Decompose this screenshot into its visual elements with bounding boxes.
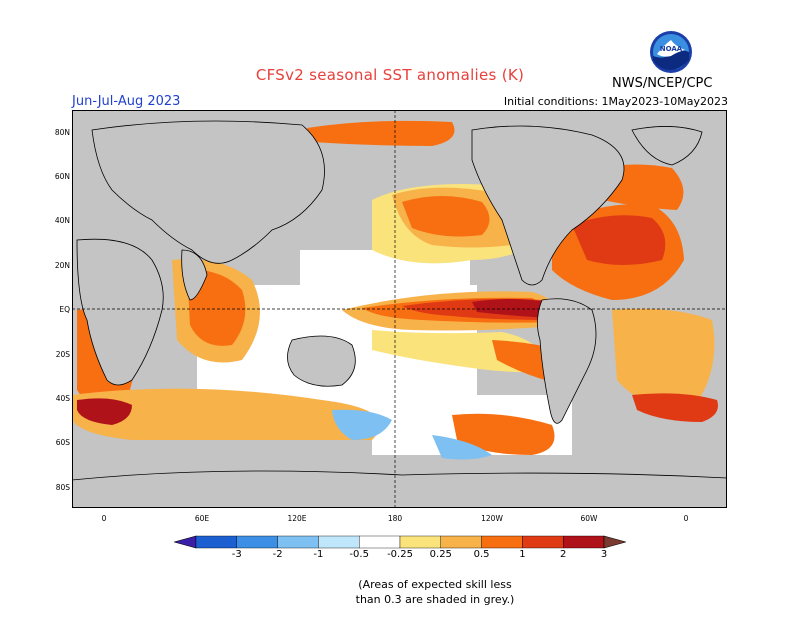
colorbar-tick-label: 3 (600, 549, 608, 560)
ocean-anomaly-fields (72, 120, 718, 460)
colorbar-segment (399, 535, 441, 549)
map-gridlines (72, 110, 727, 508)
lon-label-120w: 120W (481, 514, 503, 523)
skill-note-line-2: than 0.3 are shaded in grey.) (355, 593, 515, 606)
colorbar-tick-label: 2 (560, 549, 567, 560)
agency-label: NWS/NCEP/CPC (612, 76, 713, 91)
colorbar-tick-label: -0.5 (349, 549, 369, 560)
colorbar-tick-label: 0.5 (473, 549, 490, 560)
lon-label-0: 0 (101, 514, 107, 523)
colorbar-segment (440, 535, 482, 549)
colorbar-tick-label: -0.25 (387, 549, 413, 560)
lat-label-40n: 40N (54, 216, 70, 225)
colorbar-tick-label: -1 (313, 549, 324, 560)
colorbar-tick-label: -3 (231, 549, 242, 560)
lon-label-0-east: 0 (683, 514, 689, 523)
colorbar-segment (277, 535, 319, 549)
colorbar-tick-label: -2 (272, 549, 283, 560)
colorbar-max-arrow (603, 535, 626, 549)
landmasses (72, 120, 727, 508)
colorbar-segment (236, 535, 278, 549)
initial-conditions-label: Initial conditions: 1May2023-10May2023 (503, 95, 728, 108)
lat-label-80n: 80N (54, 128, 70, 137)
colorbar-segment (318, 535, 360, 549)
season-label: Jun-Jul-Aug 2023 (72, 94, 181, 109)
colorbar-segment (522, 535, 564, 549)
lon-label-60w: 60W (580, 514, 598, 523)
lat-label-20n: 20N (54, 261, 70, 270)
lon-label-60e: 60E (194, 514, 210, 523)
lat-label-60s: 60S (55, 438, 70, 447)
svg-text:NOAA: NOAA (660, 45, 683, 53)
skill-note-line-1: (Areas of expected skill less (358, 578, 512, 591)
lon-label-120e: 120E (287, 514, 307, 523)
colorbar (174, 535, 626, 549)
noaa-logo-icon: NOAA (650, 31, 692, 73)
lat-label-40s: 40S (55, 394, 70, 403)
colorbar-min-arrow (174, 535, 197, 549)
lat-label-80s: 80S (55, 483, 70, 492)
lon-label-180: 180 (387, 514, 403, 523)
lat-label-20s: 20S (55, 350, 70, 359)
colorbar-tick-label: 0.25 (429, 549, 452, 560)
colorbar-tick-label: 1 (519, 549, 526, 560)
colorbar-segment (358, 535, 401, 549)
lat-label-60n: 60N (54, 172, 70, 181)
colorbar-segment (481, 535, 523, 549)
skill-note: (Areas of expected skill less than 0.3 a… (340, 577, 530, 607)
map-title: CFSv2 seasonal SST anomalies (K) (255, 66, 525, 84)
colorbar-segment (563, 535, 605, 549)
colorbar-segment (195, 535, 237, 549)
sst-anomaly-map (72, 110, 727, 508)
lat-label-eq: EQ (59, 305, 70, 314)
